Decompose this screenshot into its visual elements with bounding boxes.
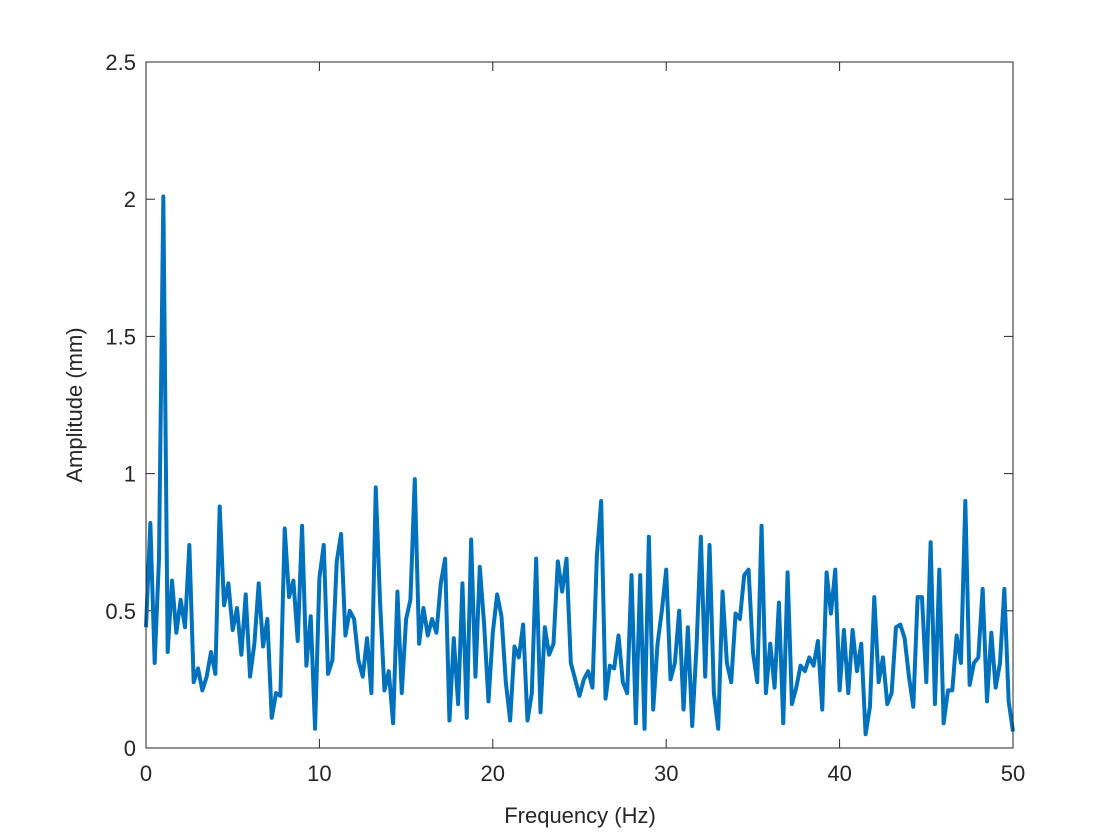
x-tick-label: 20 [481,761,505,786]
y-tick-label: 1 [124,462,136,487]
y-tick-label: 0.5 [105,599,136,624]
x-tick-label: 0 [140,761,152,786]
y-tick-label: 2 [124,187,136,212]
x-axis-label: Frequency (Hz) [504,803,656,828]
y-tick-label: 2.5 [105,50,136,75]
x-tick-label: 30 [654,761,678,786]
data-line [144,194,1015,737]
x-tick-label: 50 [1001,761,1025,786]
y-tick-label: 0 [124,736,136,761]
x-tick-label: 40 [827,761,851,786]
y-axis-label: Amplitude (mm) [62,327,87,482]
plot-area [146,62,1013,748]
y-tick-label: 1.5 [105,324,136,349]
axes-box [145,61,1014,749]
x-tick-label: 10 [307,761,331,786]
